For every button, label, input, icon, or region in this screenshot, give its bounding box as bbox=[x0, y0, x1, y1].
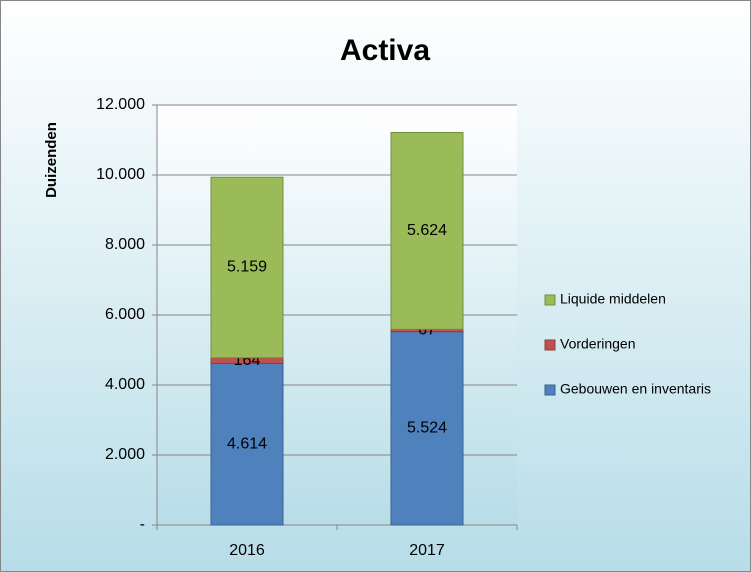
y-tick-label: 6.000 bbox=[105, 306, 145, 323]
x-tick-label: 2017 bbox=[409, 542, 445, 559]
legend-label: Gebouwen en inventaris bbox=[560, 381, 711, 397]
y-tick-label: 8.000 bbox=[105, 236, 145, 253]
legend-swatch bbox=[544, 294, 556, 306]
value-label: 4.614 bbox=[227, 435, 267, 452]
x-tick-label: 2016 bbox=[229, 542, 265, 559]
legend-swatch bbox=[544, 384, 556, 396]
value-label: 5.524 bbox=[407, 420, 447, 437]
y-tick-label: 10.000 bbox=[96, 166, 145, 183]
bar-segment bbox=[390, 131, 464, 330]
legend-label: Liquide middelen bbox=[560, 291, 666, 307]
chart-title: Activa bbox=[340, 34, 430, 67]
bar-segment bbox=[210, 176, 284, 359]
value-label: 5.624 bbox=[407, 222, 447, 239]
legend-label: Vorderingen bbox=[560, 336, 636, 352]
y-tick-label: - bbox=[140, 516, 145, 533]
y-tick-label: 2.000 bbox=[105, 446, 145, 463]
legend-swatch bbox=[544, 339, 556, 351]
bar-segment bbox=[390, 331, 464, 526]
value-label: 5.159 bbox=[227, 259, 267, 276]
y-axis-label: Duizenden bbox=[43, 122, 60, 198]
y-tick-label: 12.000 bbox=[96, 96, 145, 113]
bar-segment bbox=[210, 363, 284, 526]
y-tick-label: 4.000 bbox=[105, 376, 145, 393]
